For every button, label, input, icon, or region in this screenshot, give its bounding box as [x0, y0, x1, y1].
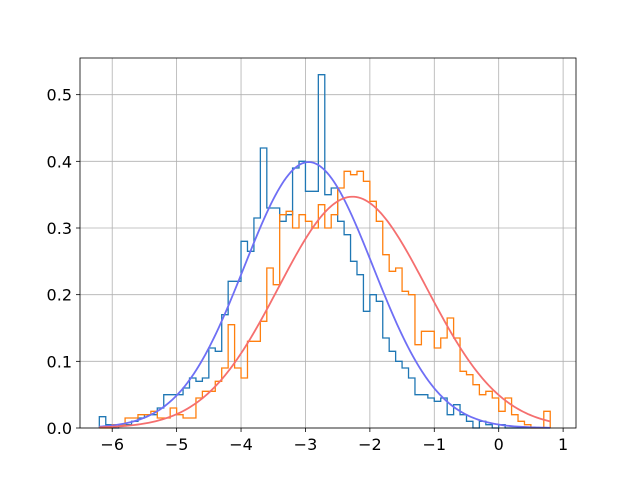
- y-tick-label: 0.4: [47, 152, 72, 171]
- density-curve-1: [99, 161, 551, 429]
- x-tick-label: −3: [294, 435, 318, 454]
- x-tick-label: −1: [422, 435, 446, 454]
- density-curve-2: [99, 195, 551, 429]
- histogram-steps: [98, 74, 551, 429]
- x-axis-ticks: −6 −5 −4 −3 −2 −1 0 1: [100, 428, 568, 454]
- histogram-series-2: [99, 170, 551, 429]
- y-axis-ticks: 0.0 0.1 0.2 0.3 0.4 0.5: [47, 86, 80, 438]
- grid: [80, 58, 576, 429]
- y-tick-label: 0.3: [47, 219, 72, 238]
- histogram-series-1: [98, 74, 551, 429]
- y-tick-label: 0.5: [47, 86, 72, 105]
- y-tick-label: 0.0: [47, 419, 72, 438]
- density-curves: [99, 161, 551, 429]
- x-tick-label: −2: [358, 435, 382, 454]
- y-tick-label: 0.1: [47, 352, 72, 371]
- x-tick-label: 1: [558, 435, 568, 454]
- x-tick-label: 0: [494, 435, 504, 454]
- x-tick-label: −4: [229, 435, 253, 454]
- plot-frame: [79, 57, 577, 429]
- x-tick-label: −6: [100, 435, 124, 454]
- y-tick-label: 0.2: [47, 286, 72, 305]
- x-tick-label: −5: [165, 435, 189, 454]
